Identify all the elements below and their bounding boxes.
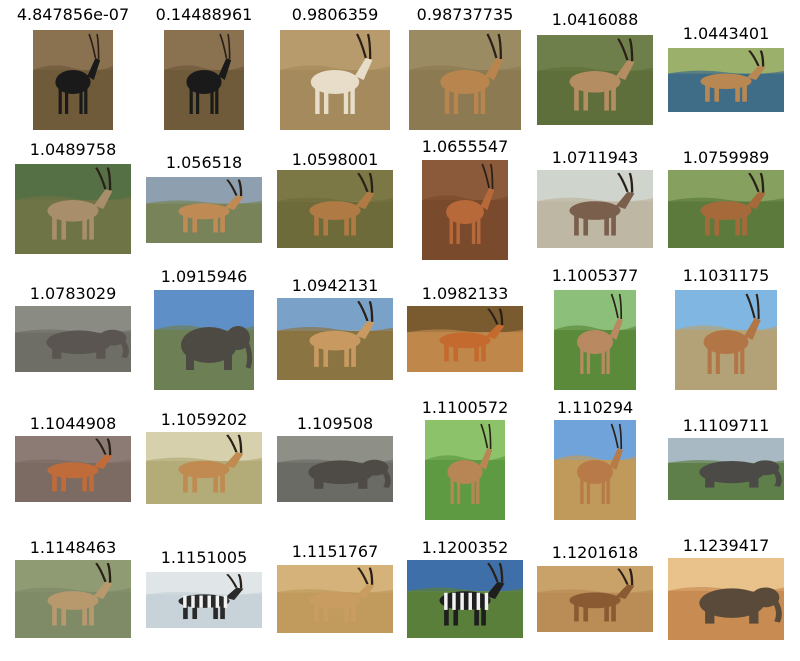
grid-cell: 1.1200352	[400, 0, 530, 661]
thumbnail-image	[668, 48, 784, 112]
grid-cell: 1.0915946	[139, 0, 269, 661]
grid-cell: 0.98737735	[400, 0, 530, 661]
grid-cell: 1.056518	[139, 0, 269, 661]
thumbnail-image	[537, 35, 653, 125]
score-label: 1.0443401	[682, 24, 770, 43]
grid-cell: 1.109508	[270, 0, 400, 661]
score-label: 0.14488961	[155, 5, 253, 24]
thumbnail-image	[675, 290, 777, 390]
thumbnail-image	[554, 420, 636, 520]
thumbnail-image	[554, 290, 636, 390]
thumbnail-image	[425, 420, 505, 520]
thumbnail-image	[422, 160, 508, 260]
grid-cell: 1.0598001	[270, 0, 400, 661]
thumbnail-image	[277, 170, 393, 248]
grid-cell: 1.1151767	[270, 0, 400, 661]
score-label: 1.0598001	[291, 150, 379, 169]
thumbnail-image	[15, 306, 131, 372]
grid-cell: 1.1239417	[661, 0, 791, 661]
score-label: 1.1031175	[682, 266, 770, 285]
thumbnail-image	[668, 170, 784, 248]
grid-cell: 1.0711943	[530, 0, 660, 661]
score-label: 1.1201618	[551, 543, 639, 562]
thumbnail-image	[164, 30, 244, 130]
grid-cell: 0.9806359	[270, 0, 400, 661]
thumbnail-image	[280, 30, 390, 130]
score-label: 1.0915946	[160, 267, 248, 286]
thumbnail-image	[15, 560, 131, 638]
grid-cell: 1.0655547	[400, 0, 530, 661]
grid-cell: 1.1100572	[400, 0, 530, 661]
thumbnail-image	[407, 306, 523, 372]
score-label: 1.1005377	[551, 266, 639, 285]
score-label: 1.1200352	[421, 538, 509, 557]
score-label: 1.0783029	[29, 284, 117, 303]
grid-cell: 1.110294	[530, 0, 660, 661]
score-label: 4.847856e-07	[16, 5, 130, 24]
grid-cell: 1.0489758	[8, 0, 138, 661]
thumbnail-image	[33, 30, 113, 130]
grid-cell: 0.14488961	[139, 0, 269, 661]
score-label: 0.9806359	[291, 5, 379, 24]
thumbnail-image	[537, 170, 653, 248]
score-label: 1.1100572	[421, 398, 509, 417]
score-label: 1.1148463	[29, 538, 117, 557]
score-label: 1.1151767	[291, 542, 379, 561]
grid-cell: 1.0783029	[8, 0, 138, 661]
score-label: 1.0711943	[551, 148, 639, 167]
score-label: 1.056518	[165, 153, 243, 172]
score-label: 1.0982133	[421, 284, 509, 303]
score-label: 1.1059202	[160, 410, 248, 429]
thumbnail-image	[277, 436, 393, 502]
grid-cell: 1.1201618	[530, 0, 660, 661]
score-label: 0.98737735	[416, 5, 514, 24]
thumbnail-image	[409, 30, 521, 130]
score-label: 1.0416088	[551, 10, 639, 29]
thumbnail-image	[668, 558, 784, 640]
score-label: 1.0489758	[29, 140, 117, 159]
score-label: 1.1044908	[29, 414, 117, 433]
score-label: 1.110294	[556, 398, 634, 417]
score-label: 1.0942131	[291, 276, 379, 295]
thumbnail-image	[277, 565, 393, 633]
grid-cell: 1.1151005	[139, 0, 269, 661]
grid-cell: 1.1044908	[8, 0, 138, 661]
thumbnail-image	[146, 432, 262, 504]
grid-cell: 1.0942131	[270, 0, 400, 661]
grid-cell: 4.847856e-07	[8, 0, 138, 661]
thumbnail-image	[146, 177, 262, 243]
thumbnail-image	[154, 290, 254, 390]
grid-cell: 1.0982133	[400, 0, 530, 661]
score-label: 1.109508	[296, 414, 374, 433]
score-label: 1.0759989	[682, 148, 770, 167]
score-label: 1.1151005	[160, 548, 248, 567]
score-label: 1.1239417	[682, 536, 770, 555]
thumbnail-image	[146, 572, 262, 628]
thumbnail-image	[277, 298, 393, 380]
score-label: 1.1109711	[682, 416, 770, 435]
thumbnail-image	[407, 560, 523, 638]
grid-cell: 1.0416088	[530, 0, 660, 661]
grid-cell: 1.0759989	[661, 0, 791, 661]
grid-cell: 1.1031175	[661, 0, 791, 661]
grid-cell: 1.1109711	[661, 0, 791, 661]
grid-cell: 1.0443401	[661, 0, 791, 661]
grid-cell: 1.1005377	[530, 0, 660, 661]
grid-cell: 1.1148463	[8, 0, 138, 661]
thumbnail-image	[668, 438, 784, 500]
score-label: 1.0655547	[421, 137, 509, 156]
thumbnail-image	[15, 164, 131, 254]
grid-cell: 1.1059202	[139, 0, 269, 661]
thumbnail-image	[15, 436, 131, 502]
thumbnail-image	[537, 566, 653, 632]
